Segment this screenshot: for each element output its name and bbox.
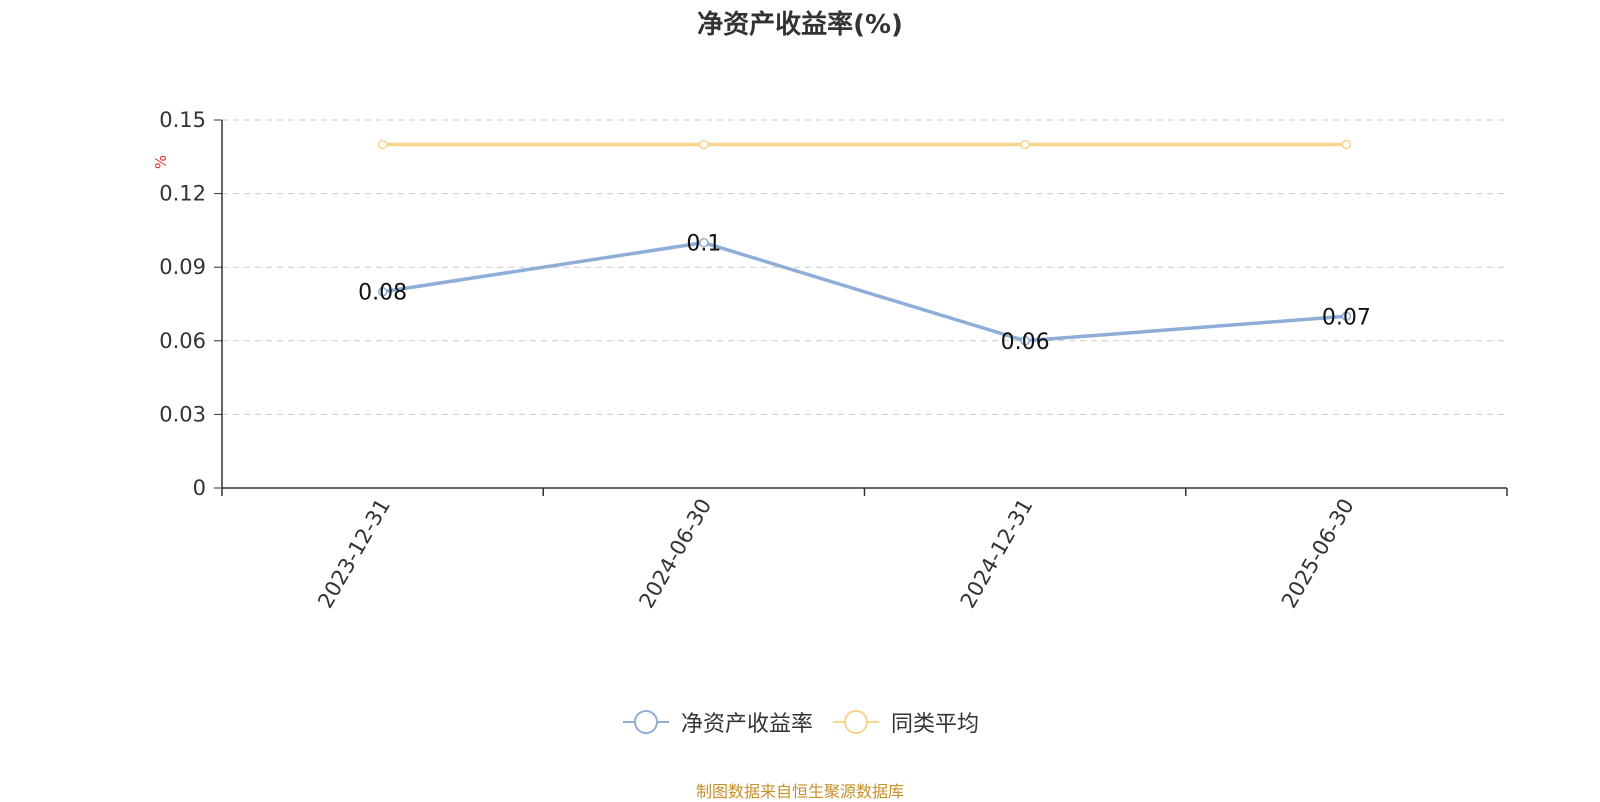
data-point (1341, 311, 1352, 322)
data-point (1020, 336, 1030, 346)
x-tick-label: 2024-12-31 (956, 495, 1038, 613)
data-point (377, 139, 388, 150)
legend-label-peer-average: 同类平均 (891, 712, 980, 737)
y-axis-label: % (152, 155, 170, 169)
x-tick-label: 2024-06-30 (634, 495, 716, 613)
y-tick-label: 0.06 (159, 329, 206, 353)
x-tick-label: 2025-06-30 (1277, 495, 1359, 613)
legend: 净资产收益率 同类平均 (0, 706, 1600, 738)
data-point (1020, 139, 1030, 150)
legend-item-roe[interactable]: 净资产收益率 (621, 706, 813, 738)
data-label: 0.07 (1322, 305, 1371, 330)
y-tick-label: 0.12 (159, 182, 206, 206)
y-tick-label: 0.03 (159, 402, 206, 426)
data-point (699, 237, 709, 248)
y-tick-label: 0.15 (159, 108, 206, 132)
chart-title: 净资产收益率(%) (697, 10, 903, 40)
data-point (377, 286, 388, 297)
legend-item-peer-average[interactable]: 同类平均 (831, 706, 979, 738)
data-label: 0.1 (686, 232, 721, 257)
y-tick-label: 0.09 (159, 255, 206, 279)
data-label: 0.06 (1001, 330, 1050, 355)
series-line-0 (382, 240, 1347, 343)
data-point (1341, 139, 1352, 150)
data-point (699, 139, 709, 150)
legend-marker-peer-average (833, 710, 879, 734)
data-label: 0.08 (358, 281, 407, 306)
y-tick-label: 0 (193, 476, 206, 500)
x-tick-label: 2023-12-31 (313, 495, 395, 613)
legend-label-roe: 净资产收益率 (680, 712, 813, 737)
data-source-note: 制图数据来自恒生聚源数据库 (695, 782, 904, 801)
legend-marker-roe (622, 710, 669, 734)
